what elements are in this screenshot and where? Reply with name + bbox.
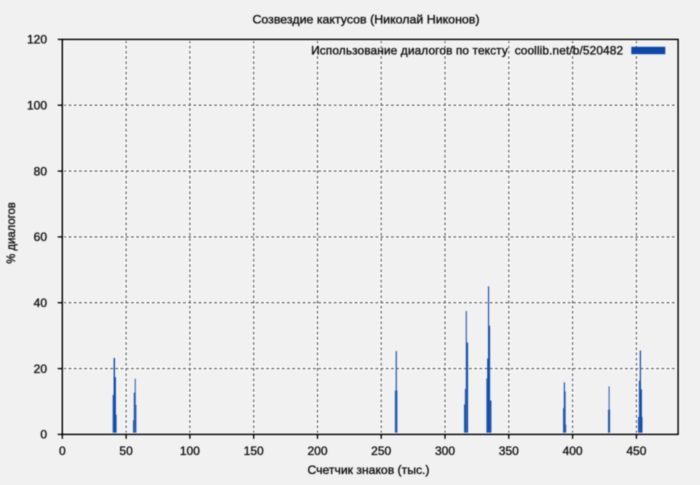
svg-text:250: 250 — [371, 444, 391, 458]
svg-text:450: 450 — [626, 444, 646, 458]
svg-text:350: 350 — [499, 444, 519, 458]
svg-text:80: 80 — [34, 164, 48, 178]
svg-text:40: 40 — [34, 296, 48, 310]
svg-text:20: 20 — [34, 362, 48, 376]
svg-text:0: 0 — [40, 428, 47, 442]
svg-text:60: 60 — [34, 230, 48, 244]
svg-text:Созвездие кактусов (Николай Ни: Созвездие кактусов (Николай Никонов) — [252, 13, 479, 27]
svg-text:400: 400 — [563, 444, 583, 458]
svg-text:Счетчик знаков (тыс.): Счетчик знаков (тыс.) — [308, 463, 430, 477]
svg-text:50: 50 — [119, 444, 133, 458]
svg-text:0: 0 — [59, 444, 66, 458]
svg-text:120: 120 — [27, 33, 47, 47]
svg-text:% диалогов: % диалогов — [4, 202, 18, 264]
svg-text:300: 300 — [435, 444, 455, 458]
svg-text:100: 100 — [27, 98, 47, 112]
svg-text:Использование диалогов по текс: Использование диалогов по тексту coollib… — [311, 43, 623, 57]
svg-text:100: 100 — [180, 444, 200, 458]
svg-text:150: 150 — [244, 444, 264, 458]
svg-text:200: 200 — [307, 444, 327, 458]
